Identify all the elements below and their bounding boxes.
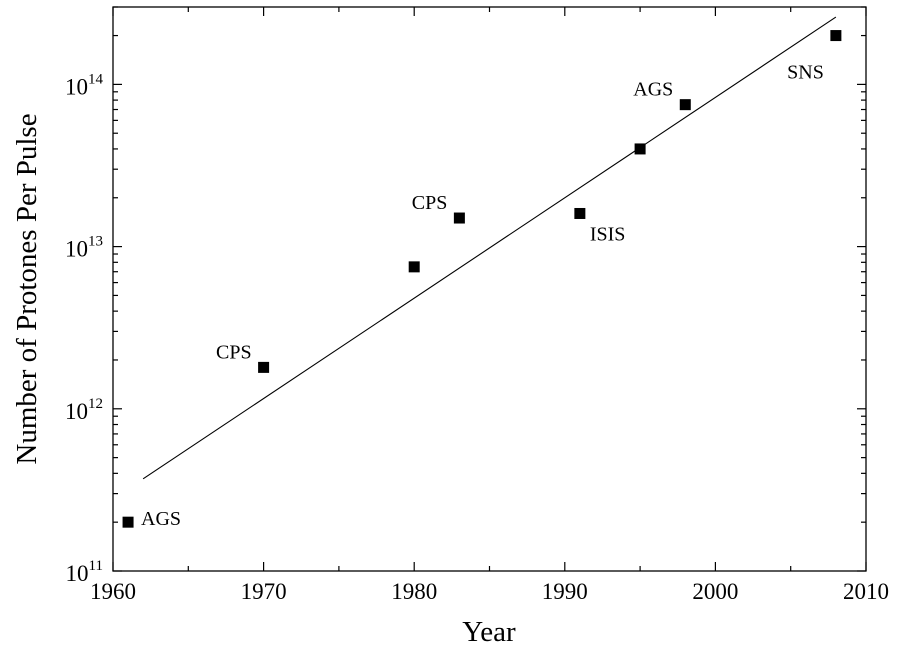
point-label: AGS <box>141 508 181 530</box>
x-tick-label: 2000 <box>692 579 738 604</box>
x-tick-label: 1970 <box>241 579 287 604</box>
y-tick-exponent: 13 <box>88 234 103 250</box>
point-label: CPS <box>216 341 252 363</box>
y-tick-exponent: 14 <box>88 71 104 87</box>
y-tick-base: 10 <box>65 399 88 424</box>
y-tick-base: 10 <box>65 237 88 262</box>
y-axis-title: Number of Protones Per Pulse <box>11 113 43 464</box>
point-labels: AGS CPS CPS ISIS AGS SNS <box>141 62 824 531</box>
data-point <box>408 261 420 273</box>
y-tick-exponent: 11 <box>89 558 103 574</box>
point-label: ISIS <box>590 223 626 245</box>
point-label: AGS <box>633 79 673 101</box>
y-tick-base: 10 <box>65 74 88 99</box>
data-point <box>258 361 270 373</box>
y-tick-label: 1014 <box>65 71 104 99</box>
fit-line <box>142 16 837 480</box>
data-point <box>634 143 646 155</box>
x-tick-label: 1990 <box>542 579 588 604</box>
x-tick-label: 1980 <box>391 579 437 604</box>
y-tick-label: 1012 <box>65 396 103 424</box>
data-point <box>453 212 465 224</box>
y-tick-label: 1011 <box>66 558 103 586</box>
data-points <box>122 30 842 528</box>
y-tick-exponent: 12 <box>88 396 103 412</box>
point-label: SNS <box>787 62 824 84</box>
axis-ticks <box>112 6 867 572</box>
trend-line <box>142 16 837 480</box>
x-axis-title: Year <box>462 616 516 648</box>
data-point <box>574 207 586 219</box>
x-tick-labels: 1960 1970 1980 1990 2000 2010 <box>90 579 889 604</box>
x-tick-label: 1960 <box>90 579 136 604</box>
data-point <box>830 30 842 42</box>
data-point <box>122 516 134 528</box>
y-tick-base: 10 <box>66 561 89 586</box>
y-tick-label: 1013 <box>65 234 103 262</box>
x-tick-label: 2010 <box>843 579 889 604</box>
point-label: CPS <box>412 192 448 214</box>
plot-frame <box>112 6 867 572</box>
data-point <box>679 99 691 111</box>
